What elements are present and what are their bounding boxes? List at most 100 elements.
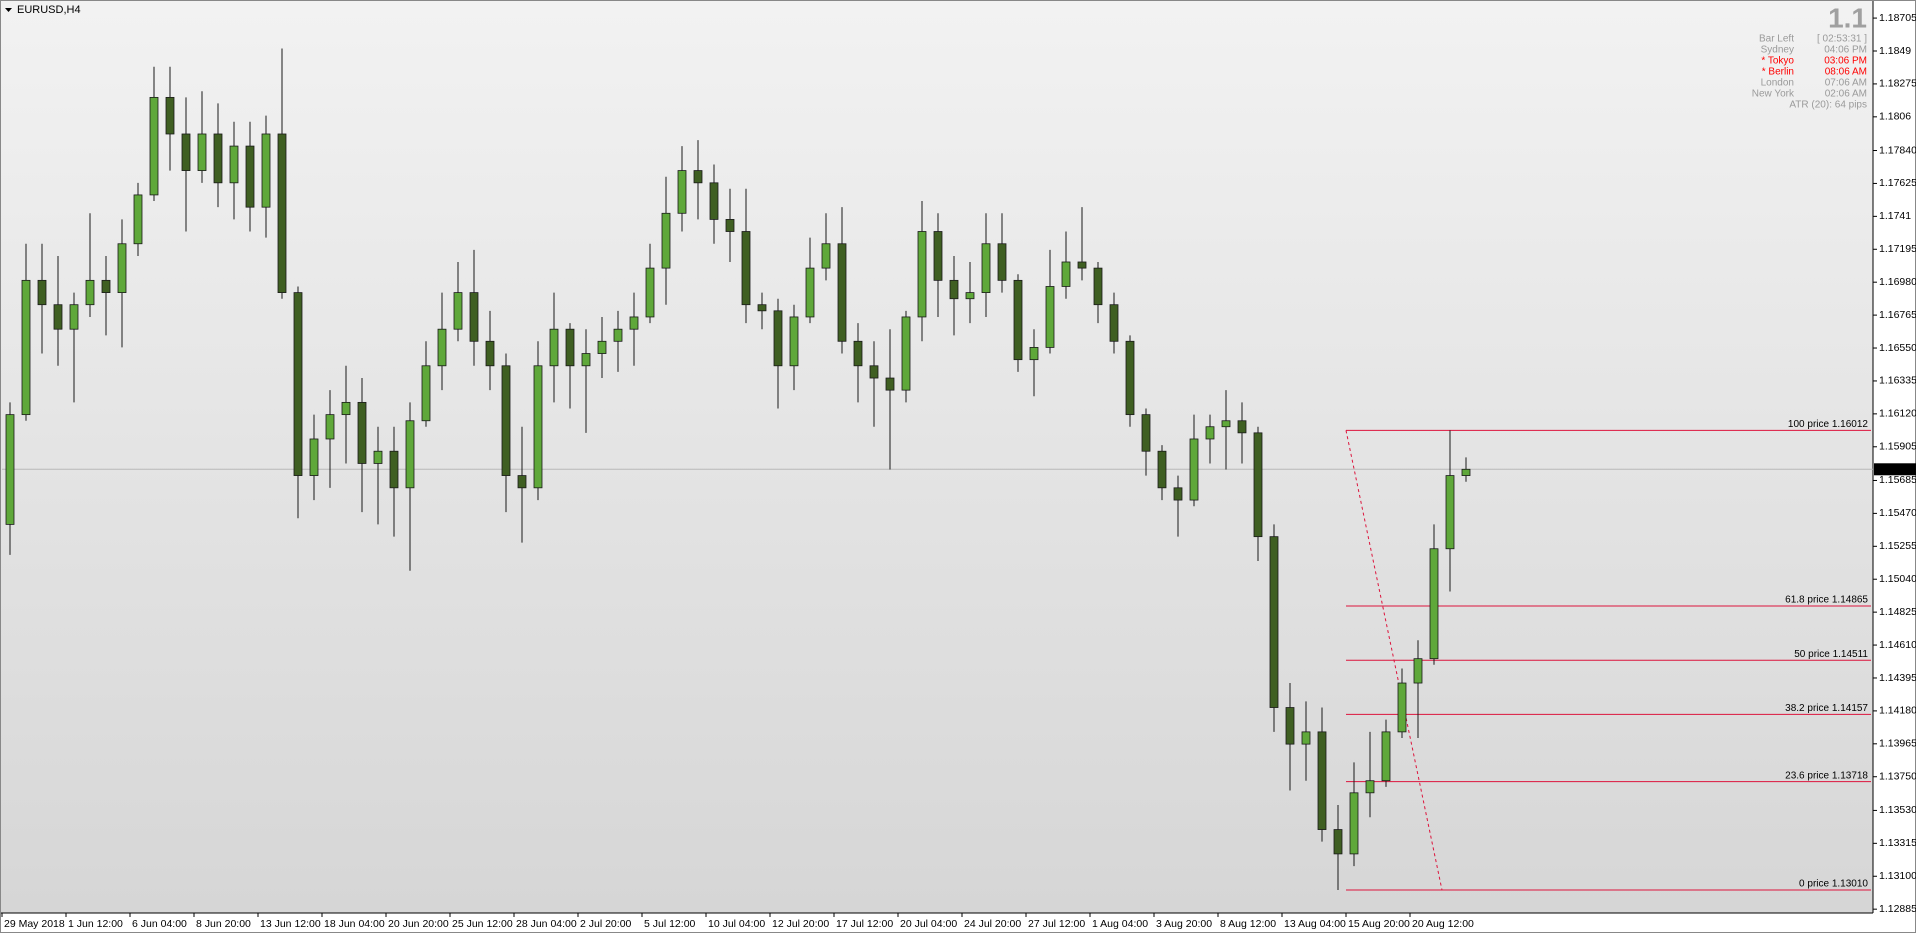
info-label: * Tokyo (1761, 56, 1794, 67)
candle-body (661, 212, 671, 269)
y-tick-label: 1.1849 (1879, 45, 1911, 57)
candle-body (1349, 792, 1359, 855)
candle-body (1189, 438, 1199, 501)
menu-arrow[interactable] (5, 8, 12, 12)
candle-body (1301, 731, 1311, 745)
candle-body (1429, 548, 1439, 660)
candle-body (629, 316, 639, 330)
candle-body (357, 401, 367, 464)
candle-body (437, 328, 447, 367)
chart-title: EURUSD,H4 (17, 4, 81, 16)
x-tick-label: 29 May 2018 (4, 918, 65, 930)
y-tick-label: 1.16980 (1879, 276, 1916, 288)
x-tick-label: 15 Aug 20:00 (1348, 918, 1410, 930)
y-tick-label: 1.15685 (1879, 474, 1916, 486)
candle-body (597, 340, 607, 354)
candle-body (613, 328, 623, 342)
y-tick-label: 1.14180 (1879, 705, 1916, 717)
candle-body (837, 243, 847, 342)
info-value: 04:06 PM (1824, 45, 1867, 56)
y-tick-label: 1.15255 (1879, 540, 1916, 552)
candle-body (485, 340, 495, 367)
y-tick-label: 1.13530 (1879, 804, 1916, 816)
candle-body (213, 133, 223, 184)
info-label: London (1761, 78, 1794, 89)
candle-body (389, 450, 399, 489)
candle-body (1413, 658, 1423, 684)
candle-body (53, 304, 63, 330)
x-tick-label: 12 Jul 20:00 (772, 918, 829, 930)
y-tick-label: 1.13965 (1879, 738, 1916, 750)
candle-body (325, 414, 335, 440)
y-tick-label: 1.17840 (1879, 144, 1916, 156)
candle-body (645, 267, 655, 318)
candle-body (1253, 432, 1263, 538)
candle-body (789, 316, 799, 367)
x-tick-label: 20 Aug 12:00 (1412, 918, 1474, 930)
current-price-box (1874, 463, 1916, 476)
candle-body (293, 292, 303, 476)
candle-body (869, 365, 879, 379)
x-tick-label: 10 Jul 04:00 (708, 918, 765, 930)
candle-body (197, 133, 207, 171)
candle-body (133, 194, 143, 245)
candle-body (949, 279, 959, 300)
y-tick-label: 1.17625 (1879, 177, 1916, 189)
y-tick-label: 1.15905 (1879, 441, 1916, 453)
candle-body (309, 438, 319, 476)
candle-body (709, 182, 719, 220)
y-tick-label: 1.1806 (1879, 111, 1911, 123)
info-label: New York (1752, 89, 1795, 100)
candle-body (117, 243, 127, 294)
candle-body (421, 365, 431, 422)
info-label: Bar Left (1759, 34, 1794, 45)
info-label: * Berlin (1762, 67, 1794, 78)
x-tick-label: 28 Jun 04:00 (516, 918, 577, 930)
candle-body (981, 243, 991, 294)
y-tick-label: 1.16120 (1879, 408, 1916, 420)
candle-body (501, 365, 511, 476)
fib-level-label: 38.2 price 1.14157 (1785, 703, 1868, 714)
candle-body (1205, 426, 1215, 440)
candle-body (757, 304, 767, 312)
candle-body (1445, 475, 1455, 550)
y-tick-label: 1.13100 (1879, 870, 1916, 882)
info-value: 07:06 AM (1825, 78, 1867, 89)
candle-body (853, 340, 863, 367)
candle-body (565, 328, 575, 367)
y-tick-label: 1.15470 (1879, 507, 1916, 519)
candle-body (1061, 261, 1071, 287)
x-tick-label: 2 Jul 20:00 (580, 918, 632, 930)
y-tick-label: 1.13750 (1879, 771, 1916, 783)
candle-body (549, 328, 559, 367)
candle-body (1045, 286, 1055, 348)
x-tick-label: 5 Jul 12:00 (644, 918, 696, 930)
x-tick-label: 13 Jun 12:00 (260, 918, 321, 930)
y-tick-label: 1.14825 (1879, 606, 1916, 618)
y-tick-label: 1.16335 (1879, 375, 1916, 387)
candle-body (741, 231, 751, 306)
candle-body (725, 219, 735, 232)
candle-body (373, 450, 383, 464)
info-value: [ 02:53:31 ] (1817, 34, 1867, 45)
candle-body (677, 170, 687, 214)
candle-body (1461, 468, 1471, 476)
x-tick-label: 13 Aug 04:00 (1284, 918, 1346, 930)
candle-body (517, 475, 527, 489)
x-tick-label: 27 Jul 12:00 (1028, 918, 1085, 930)
y-tick-label: 1.16550 (1879, 342, 1916, 354)
candle-body (1317, 731, 1327, 830)
y-tick-label: 1.16765 (1879, 309, 1916, 321)
candle-body (773, 310, 783, 367)
x-tick-label: 24 Jul 20:00 (964, 918, 1021, 930)
candle-body (901, 316, 911, 391)
candle-body (1381, 731, 1391, 782)
info-value: 08:06 AM (1825, 67, 1867, 78)
y-tick-label: 1.1741 (1879, 210, 1911, 222)
candle-body (965, 292, 975, 300)
candle-body (1365, 780, 1375, 794)
candle-body (1157, 450, 1167, 489)
candle-body (1077, 261, 1087, 269)
